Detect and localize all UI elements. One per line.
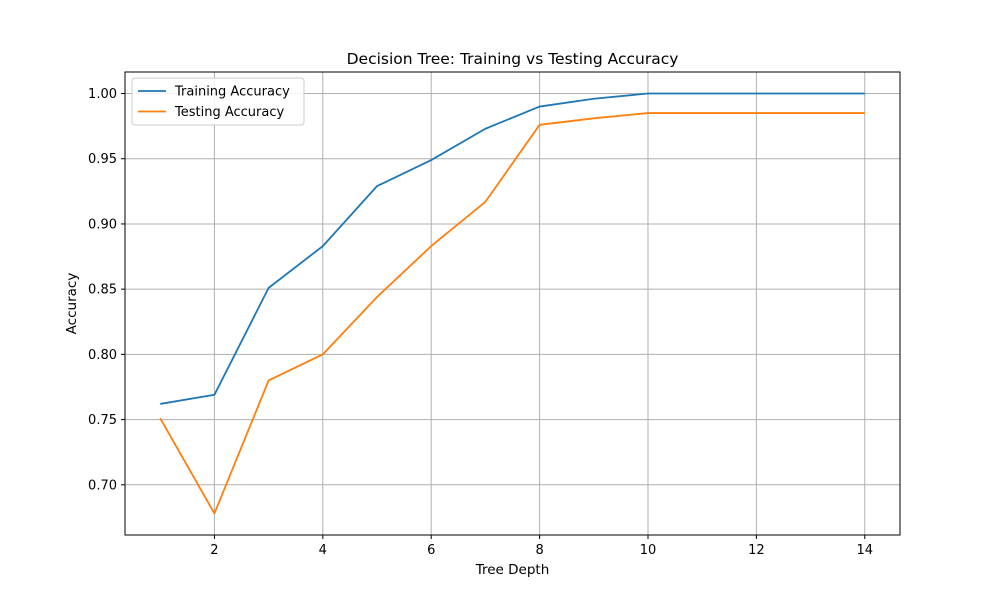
y-tick-label: 0.90 (88, 217, 117, 232)
y-tick-label: 0.80 (88, 348, 117, 363)
training-accuracy-line (160, 92, 865, 405)
x-tick-label: 14 (856, 543, 873, 558)
axis-ticks: 2 4 6 8 10 12 14 0.70 0.75 0.80 0.85 0.90 0.95 1.00 (88, 87, 873, 558)
x-tick-label: 2 (210, 543, 218, 558)
y-tick-label: 0.75 (88, 413, 117, 428)
x-axis-label: Tree Depth (475, 562, 550, 578)
legend-box (131, 77, 305, 126)
x-tick-label: 10 (640, 543, 657, 558)
x-tick-label: 12 (748, 543, 765, 558)
x-tick-label: 4 (319, 543, 327, 558)
y-tick-label: 0.95 (88, 152, 117, 167)
grid-lines (125, 72, 900, 535)
series-lines (159, 92, 865, 515)
y-tick-label: 1.00 (88, 87, 117, 102)
legend-label-training-accuracy: Training Accuracy (174, 85, 290, 100)
legend: Training Accuracy Testing Accuracy (131, 77, 305, 126)
plot-area-frame (124, 71, 901, 536)
testing-accuracy-line (159, 112, 865, 515)
legend-label-testing-accuracy: Testing Accuracy (174, 105, 284, 120)
chart-title: Decision Tree: Training vs Testing Accur… (347, 50, 679, 68)
y-tick-label: 0.85 (88, 283, 117, 298)
y-axis-label: Accuracy (64, 273, 80, 335)
x-tick-label: 8 (535, 543, 543, 558)
y-tick-label: 0.70 (88, 478, 117, 493)
x-tick-label: 6 (427, 543, 435, 558)
